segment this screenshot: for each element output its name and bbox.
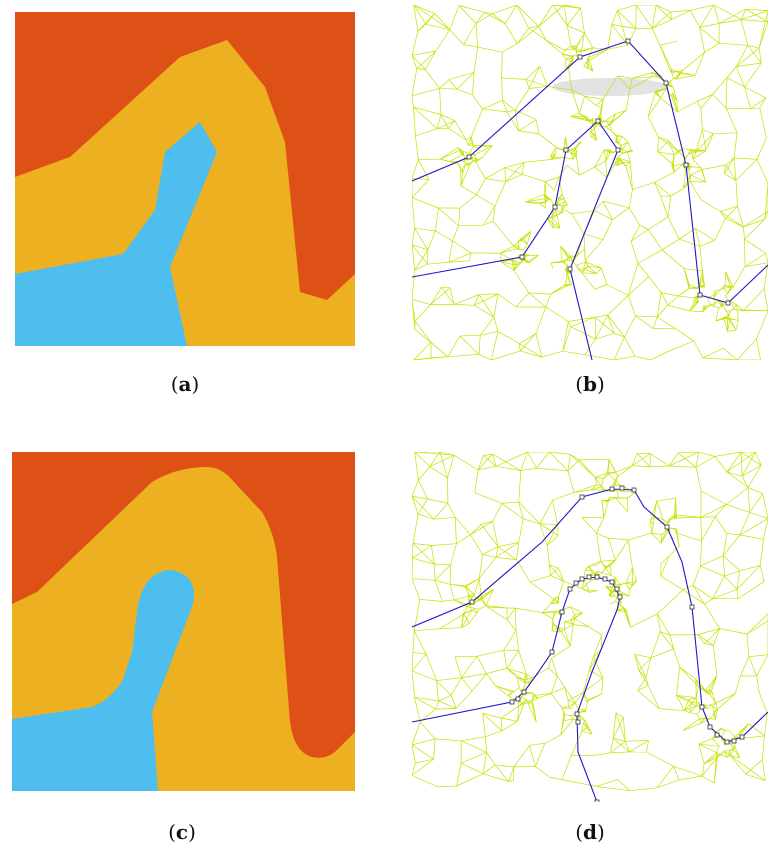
segmentation-image-c bbox=[12, 452, 355, 791]
vertex-marker bbox=[560, 610, 564, 614]
vertex-marker bbox=[732, 739, 736, 743]
vertex-marker bbox=[596, 119, 600, 123]
segmentation-image-a bbox=[15, 12, 355, 346]
mesh-edges bbox=[412, 452, 768, 791]
panel-d-mesh bbox=[412, 452, 768, 802]
vertex-marker bbox=[595, 575, 599, 579]
vertex-marker bbox=[725, 740, 729, 744]
panel-b-mesh bbox=[412, 5, 768, 360]
vertex-marker bbox=[470, 600, 474, 604]
vertex-marker bbox=[467, 155, 471, 159]
vertex-marker bbox=[550, 650, 554, 654]
vertex-marker bbox=[510, 700, 514, 704]
panel-a-segmentation bbox=[15, 12, 355, 346]
vertex-marker bbox=[580, 577, 584, 581]
vertex-marker bbox=[568, 267, 572, 271]
mesh-image-b bbox=[412, 5, 768, 360]
vertex-marker bbox=[610, 580, 614, 584]
mesh-edges bbox=[412, 5, 768, 360]
vertex-marker bbox=[516, 697, 520, 701]
vertex-marker bbox=[615, 587, 619, 591]
vertex-marker bbox=[618, 595, 622, 599]
caption-a: (a) bbox=[145, 372, 225, 396]
vertex-marker bbox=[684, 163, 688, 167]
vertex-marker bbox=[603, 577, 607, 581]
vertex-marker bbox=[626, 39, 630, 43]
vertex-marker bbox=[580, 495, 584, 499]
shadow-artifact bbox=[552, 78, 668, 96]
vertex-marker bbox=[575, 712, 579, 716]
vertex-marker bbox=[740, 735, 744, 739]
boundary-curve-1 bbox=[412, 121, 618, 360]
vertex-marker bbox=[574, 581, 578, 585]
vertex-marker bbox=[520, 255, 524, 259]
vertex-marker bbox=[553, 205, 557, 209]
vertex-marker bbox=[564, 148, 568, 152]
vertex-marker bbox=[715, 733, 719, 737]
vertex-marker bbox=[576, 720, 580, 724]
vertex-marker bbox=[665, 525, 669, 529]
vertex-marker bbox=[700, 705, 704, 709]
mesh-image-d bbox=[412, 452, 768, 802]
vertex-marker bbox=[610, 487, 614, 491]
vertex-marker bbox=[632, 488, 636, 492]
caption-d: (d) bbox=[550, 820, 630, 844]
vertex-marker bbox=[726, 301, 730, 305]
vertex-marker bbox=[616, 148, 620, 152]
panel-c-segmentation bbox=[12, 452, 355, 791]
vertex-marker bbox=[620, 486, 624, 490]
boundary-curve-1 bbox=[412, 577, 620, 802]
caption-c: (c) bbox=[142, 820, 222, 844]
vertex-marker bbox=[698, 293, 702, 297]
vertex-marker bbox=[690, 605, 694, 609]
vertex-marker bbox=[568, 587, 572, 591]
vertex-marker bbox=[578, 55, 582, 59]
vertex-marker bbox=[595, 800, 599, 802]
vertex-marker bbox=[708, 725, 712, 729]
vertex-marker bbox=[522, 690, 526, 694]
vertex-marker bbox=[587, 575, 591, 579]
vertex-marker bbox=[664, 81, 668, 85]
caption-b: (b) bbox=[550, 372, 630, 396]
